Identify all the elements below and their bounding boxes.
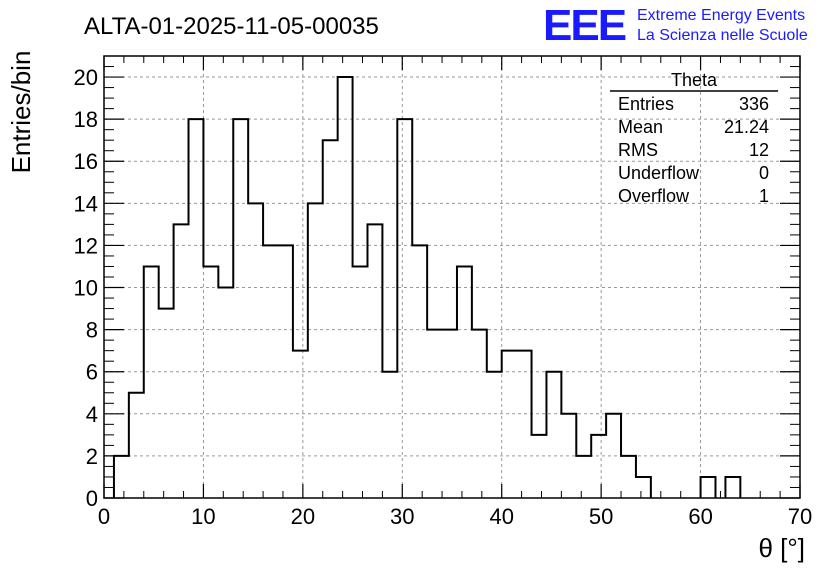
stats-label: RMS bbox=[618, 140, 658, 160]
stats-value: 21.24 bbox=[724, 117, 769, 137]
stats-label: Underflow bbox=[618, 163, 700, 183]
stats-value: 336 bbox=[739, 94, 769, 114]
x-tick-label: 30 bbox=[390, 504, 414, 529]
plot-frame bbox=[103, 55, 801, 499]
y-tick-label: 14 bbox=[74, 191, 98, 216]
x-tick-label: 0 bbox=[98, 504, 110, 529]
late-bins bbox=[699, 475, 742, 498]
y-tick-label: 2 bbox=[86, 444, 98, 469]
stats-value: 1 bbox=[759, 186, 769, 206]
x-axis-title: θ [°] bbox=[758, 533, 805, 563]
stats-title: Theta bbox=[671, 70, 718, 90]
histogram-line bbox=[112, 76, 652, 498]
stats-value: 0 bbox=[759, 163, 769, 183]
stats-box: Theta Entries 336 Mean 21.24 RMS 12 Underflow 0… bbox=[610, 70, 778, 206]
stats-label: Mean bbox=[618, 117, 663, 137]
x-tick-label: 60 bbox=[688, 504, 712, 529]
stats-label: Overflow bbox=[618, 186, 690, 206]
y-tick-label: 0 bbox=[86, 486, 98, 511]
x-tick-label: 40 bbox=[489, 504, 513, 529]
x-tick-label: 70 bbox=[788, 504, 812, 529]
x-tick-label: 20 bbox=[291, 504, 315, 529]
y-tick-label: 12 bbox=[74, 233, 98, 258]
brand-line-1: Extreme Energy Events bbox=[637, 7, 805, 24]
stats-rows: Entries 336 Mean 21.24 RMS 12 Underflow 0 Overfl… bbox=[618, 94, 769, 206]
y-tick-label: 4 bbox=[86, 402, 98, 427]
histogram-bin bbox=[699, 475, 717, 498]
stats-label: Entries bbox=[618, 94, 674, 114]
y-tick-label: 6 bbox=[86, 360, 98, 385]
eee-logo: EEE bbox=[543, 1, 626, 50]
stats-value: 12 bbox=[749, 140, 769, 160]
histogram-bin bbox=[724, 475, 742, 498]
chart-title: ALTA-01-2025-11-05-00035 bbox=[84, 13, 379, 40]
y-tick-label: 16 bbox=[74, 149, 98, 174]
y-tick-label: 20 bbox=[74, 65, 98, 90]
y-tick-label: 8 bbox=[86, 318, 98, 343]
y-axis-title: Entries/bin bbox=[6, 51, 36, 174]
y-tick-label: 10 bbox=[74, 276, 98, 301]
axis-ticks bbox=[103, 56, 801, 499]
y-tick-label: 18 bbox=[74, 107, 98, 132]
x-tick-label: 50 bbox=[589, 504, 613, 529]
x-tick-label: 10 bbox=[191, 504, 215, 529]
grid bbox=[104, 56, 800, 498]
brand-line-2: La Scienza nelle Scuole bbox=[637, 27, 808, 44]
